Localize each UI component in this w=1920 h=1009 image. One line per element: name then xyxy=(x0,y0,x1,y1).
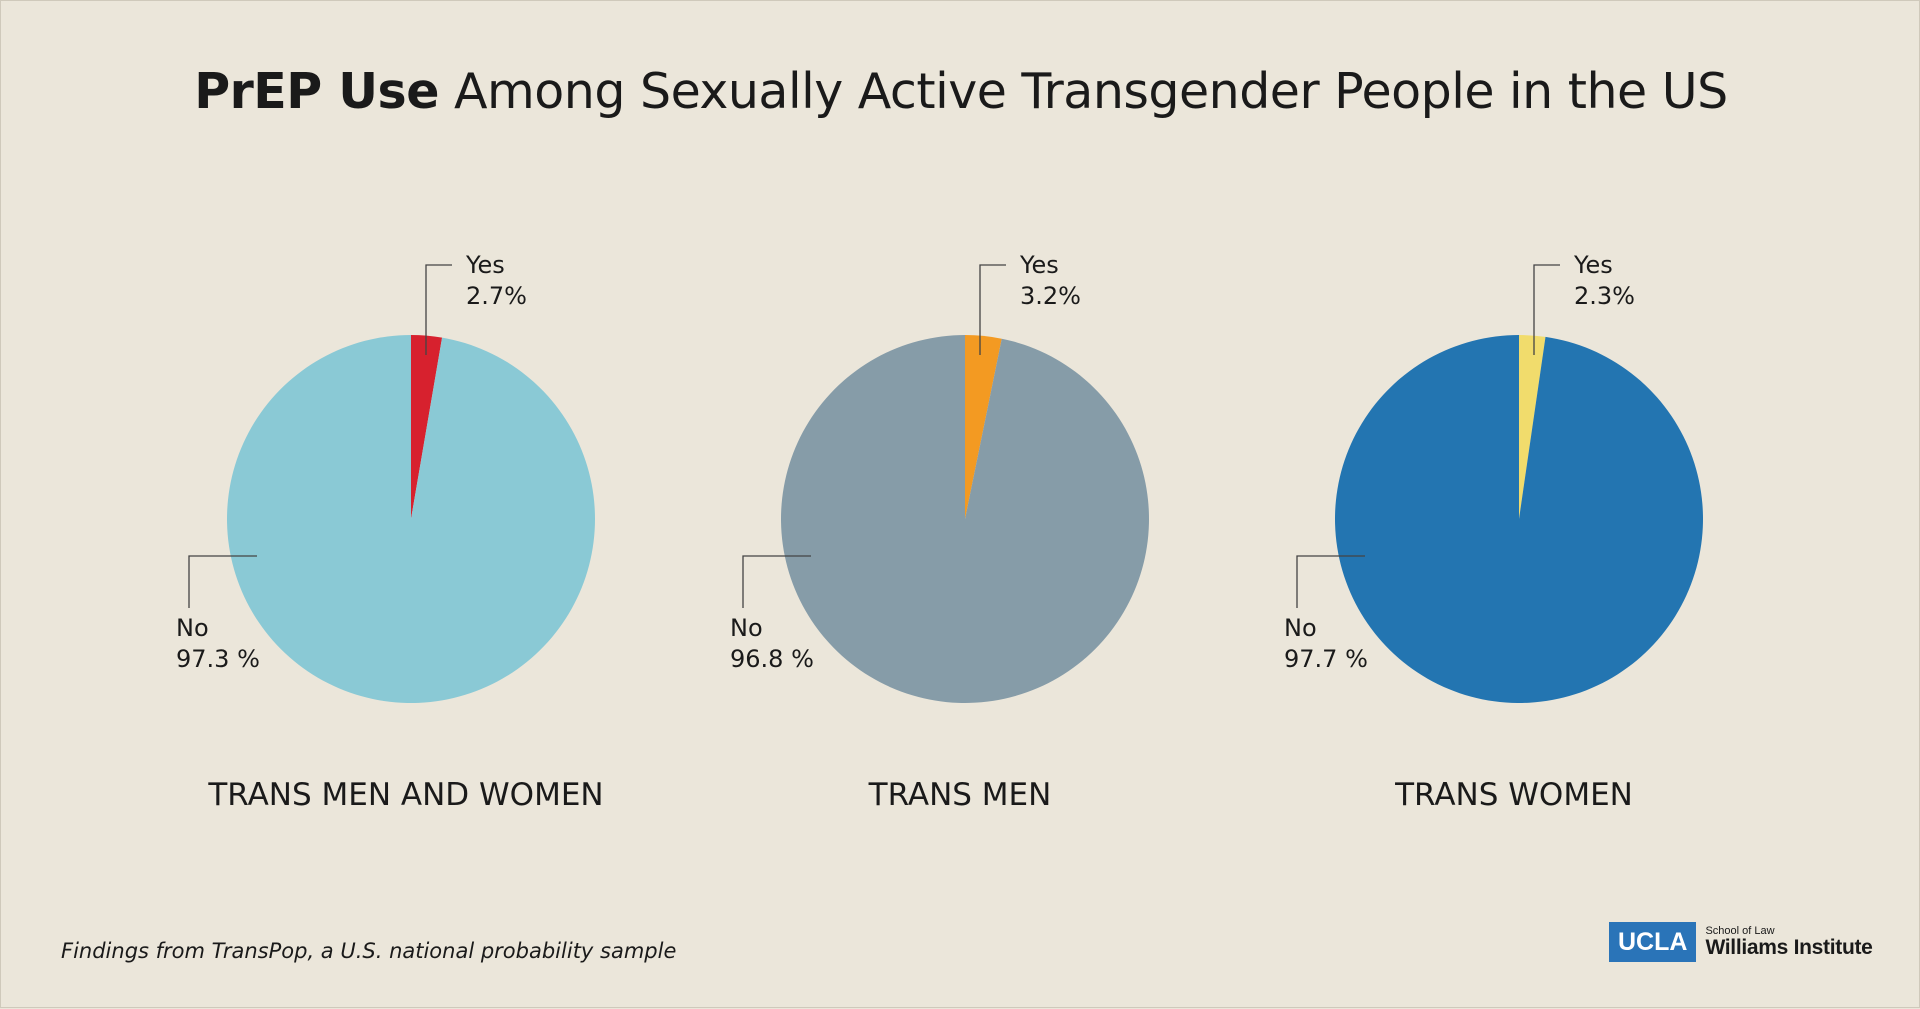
pie-slice-yes xyxy=(1519,335,1546,519)
label-no-value: 97.7 % xyxy=(1284,645,1368,673)
pie-2: Yes 2.3% No 97.7 % TRANS WOMEN xyxy=(1284,251,1703,813)
pie-slice-no xyxy=(1334,335,1703,703)
category-label: TRANS WOMEN xyxy=(1394,777,1633,813)
label-no-name: No xyxy=(176,614,209,642)
label-yes-name: Yes xyxy=(1019,251,1059,279)
pie-slice-no xyxy=(780,335,1149,704)
label-yes-value: 2.7% xyxy=(466,282,527,310)
leader-yes xyxy=(979,264,1006,355)
pie-slice-yes xyxy=(965,335,1002,519)
category-label: TRANS MEN xyxy=(868,777,1052,813)
logo-sub: School of Law xyxy=(1705,925,1775,937)
leader-no xyxy=(188,555,257,608)
pie-1: Yes 3.2% No 96.8 % TRANS MEN xyxy=(730,251,1149,813)
pie-0: Yes 2.7% No 97.3 % TRANS MEN AND WOMEN xyxy=(176,251,604,813)
logo-box: UCLA xyxy=(1609,922,1697,962)
logo-main: Williams Institute xyxy=(1705,936,1873,959)
logo-text: School of Law Williams Institute xyxy=(1705,925,1872,959)
pie-slice-no xyxy=(227,335,596,703)
leader-yes xyxy=(1533,264,1560,355)
ucla-logo[interactable]: UCLA School of Law Williams Institute xyxy=(1609,922,1873,962)
label-yes-value: 2.3% xyxy=(1574,282,1635,310)
title-bold: PrEP Use xyxy=(194,63,439,120)
label-no-value: 97.3 % xyxy=(176,645,260,673)
footnote: Findings from TransPop, a U.S. national … xyxy=(61,939,677,963)
title-rest: Among Sexually Active Transgender People… xyxy=(438,63,1728,120)
leader-no xyxy=(742,555,811,608)
label-yes-name: Yes xyxy=(1573,251,1613,279)
label-no-name: No xyxy=(1284,614,1317,642)
category-label: TRANS MEN AND WOMEN xyxy=(207,777,603,813)
label-yes-value: 3.2% xyxy=(1020,282,1081,310)
label-yes-name: Yes xyxy=(465,251,505,279)
label-no-value: 96.8 % xyxy=(730,645,814,673)
pie-slice-yes xyxy=(411,335,443,519)
leader-yes xyxy=(425,264,452,355)
label-no-name: No xyxy=(730,614,763,642)
chart-title: PrEP Use Among Sexually Active Transgend… xyxy=(1,63,1920,120)
leader-no xyxy=(1296,555,1365,608)
